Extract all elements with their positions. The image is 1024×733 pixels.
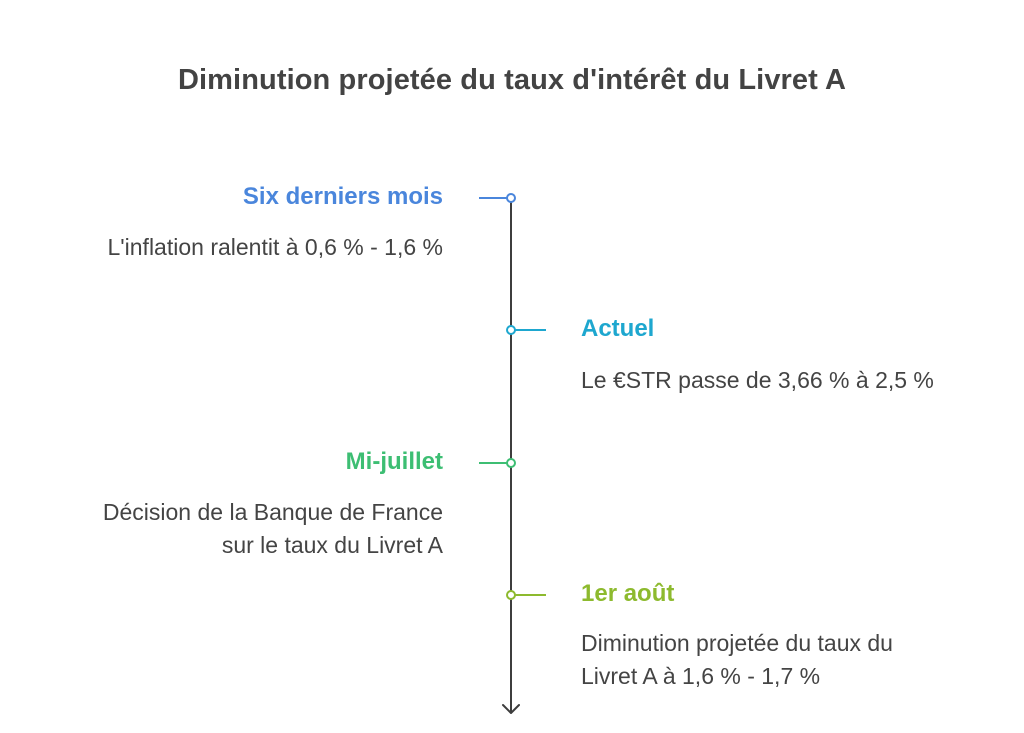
event-marker (506, 325, 516, 335)
event-title: Mi-juillet (345, 448, 443, 475)
event-marker (506, 193, 516, 203)
diagram-title: Diminution projetée du taux d'intérêt du… (177, 64, 847, 96)
event-description: Diminution projetée du taux du Livret A … (581, 627, 893, 693)
event-description: Le €STR passe de 3,66 % à 2,5 % (581, 364, 934, 397)
event-description-line: Livret A à 1,6 % - 1,7 % (581, 663, 821, 689)
event-description-line: Diminution projetée du taux du (581, 630, 893, 656)
timeline-arrowhead (502, 704, 520, 714)
event-description-line: Le €STR passe de 3,66 % à 2,5 % (581, 367, 934, 393)
event-description-line: L'inflation ralentit à 0,6 % - 1,6 % (107, 234, 443, 260)
event-description: L'inflation ralentit à 0,6 % - 1,6 % (107, 231, 443, 264)
event-title: Actuel (581, 315, 655, 342)
event-description-line: sur le taux du Livret A (221, 532, 443, 558)
event-marker (506, 590, 516, 600)
event-title: 1er août (581, 580, 675, 607)
event-description-line: Décision de la Banque de France (102, 499, 443, 525)
event-marker (506, 458, 516, 468)
event-description: Décision de la Banque de France sur le t… (103, 496, 443, 562)
event-title: Six derniers mois (242, 183, 443, 210)
